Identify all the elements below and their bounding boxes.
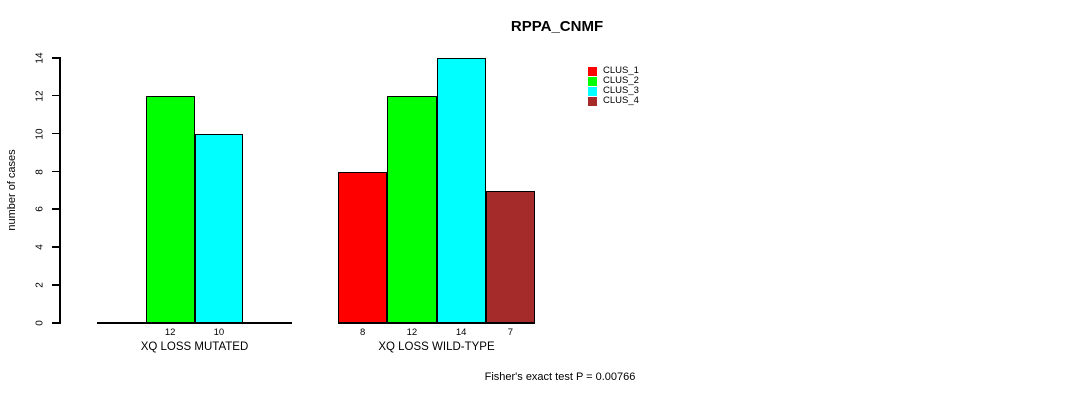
bar-clus_2-group1 <box>145 95 195 323</box>
bar-clus_2-group2 <box>387 95 437 323</box>
bar-clus_1-group2 <box>338 171 388 323</box>
group-baseline <box>97 322 292 324</box>
y-axis-tick <box>52 132 59 135</box>
legend-item-clus_2: CLUS_2 <box>588 76 639 86</box>
y-axis-tick-label: 0 <box>34 320 46 326</box>
y-axis-tick <box>52 57 59 59</box>
bar-value-label: 14 <box>455 327 467 338</box>
y-axis-tick-label: 8 <box>34 168 46 175</box>
bar-value-label: 12 <box>406 327 418 338</box>
y-axis-label: number of cases <box>6 149 18 231</box>
bar-value-label: 12 <box>164 327 176 338</box>
legend-label: CLUS_4 <box>603 95 639 106</box>
legend-swatch-clus_2 <box>588 76 597 86</box>
y-axis-tick <box>52 94 59 97</box>
bar-clus_3-group1 <box>194 133 244 323</box>
y-axis-tick-label: 10 <box>34 128 46 140</box>
group-baseline <box>338 322 535 324</box>
legend-swatch-clus_4 <box>588 96 597 106</box>
y-axis-tick <box>52 246 59 248</box>
y-axis-tick-label: 2 <box>34 282 46 288</box>
legend-item-clus_3: CLUS_3 <box>588 86 639 96</box>
legend-item-clus_1: CLUS_1 <box>588 66 639 76</box>
legend-swatch-clus_3 <box>588 86 597 96</box>
chart-title: RPPA_CNMF <box>510 18 604 35</box>
legend-item-clus_4: CLUS_4 <box>588 96 639 106</box>
y-axis-tick-label: 14 <box>34 52 46 64</box>
fisher-test-annotation: Fisher's exact test P = 0.00766 <box>484 371 636 383</box>
bar-clus_3-group2 <box>436 58 486 323</box>
y-axis-tick <box>52 208 59 210</box>
x-group-label: XQ LOSS WILD-TYPE <box>378 341 495 353</box>
y-axis-line <box>59 57 61 324</box>
legend-label: CLUS_2 <box>603 75 639 86</box>
bar-value-label: 7 <box>507 327 514 338</box>
y-axis-tick <box>52 170 59 173</box>
bar-value-label: 8 <box>359 327 366 338</box>
y-axis-tick <box>52 284 59 286</box>
chart-legend: CLUS_1 CLUS_2 CLUS_3 CLUS_4 <box>588 66 639 106</box>
y-axis-tick-label: 12 <box>34 90 46 102</box>
y-axis-tick-label: 6 <box>34 206 46 213</box>
legend-label: CLUS_3 <box>603 85 639 96</box>
x-group-label: XQ LOSS MUTATED <box>140 341 249 353</box>
y-axis-tick <box>52 322 59 324</box>
bar-clus_4-group2 <box>485 190 535 323</box>
y-axis-tick-label: 4 <box>34 244 46 251</box>
legend-swatch-clus_1 <box>588 66 597 76</box>
bar-value-label: 10 <box>213 327 225 338</box>
legend-label: CLUS_1 <box>603 65 639 76</box>
